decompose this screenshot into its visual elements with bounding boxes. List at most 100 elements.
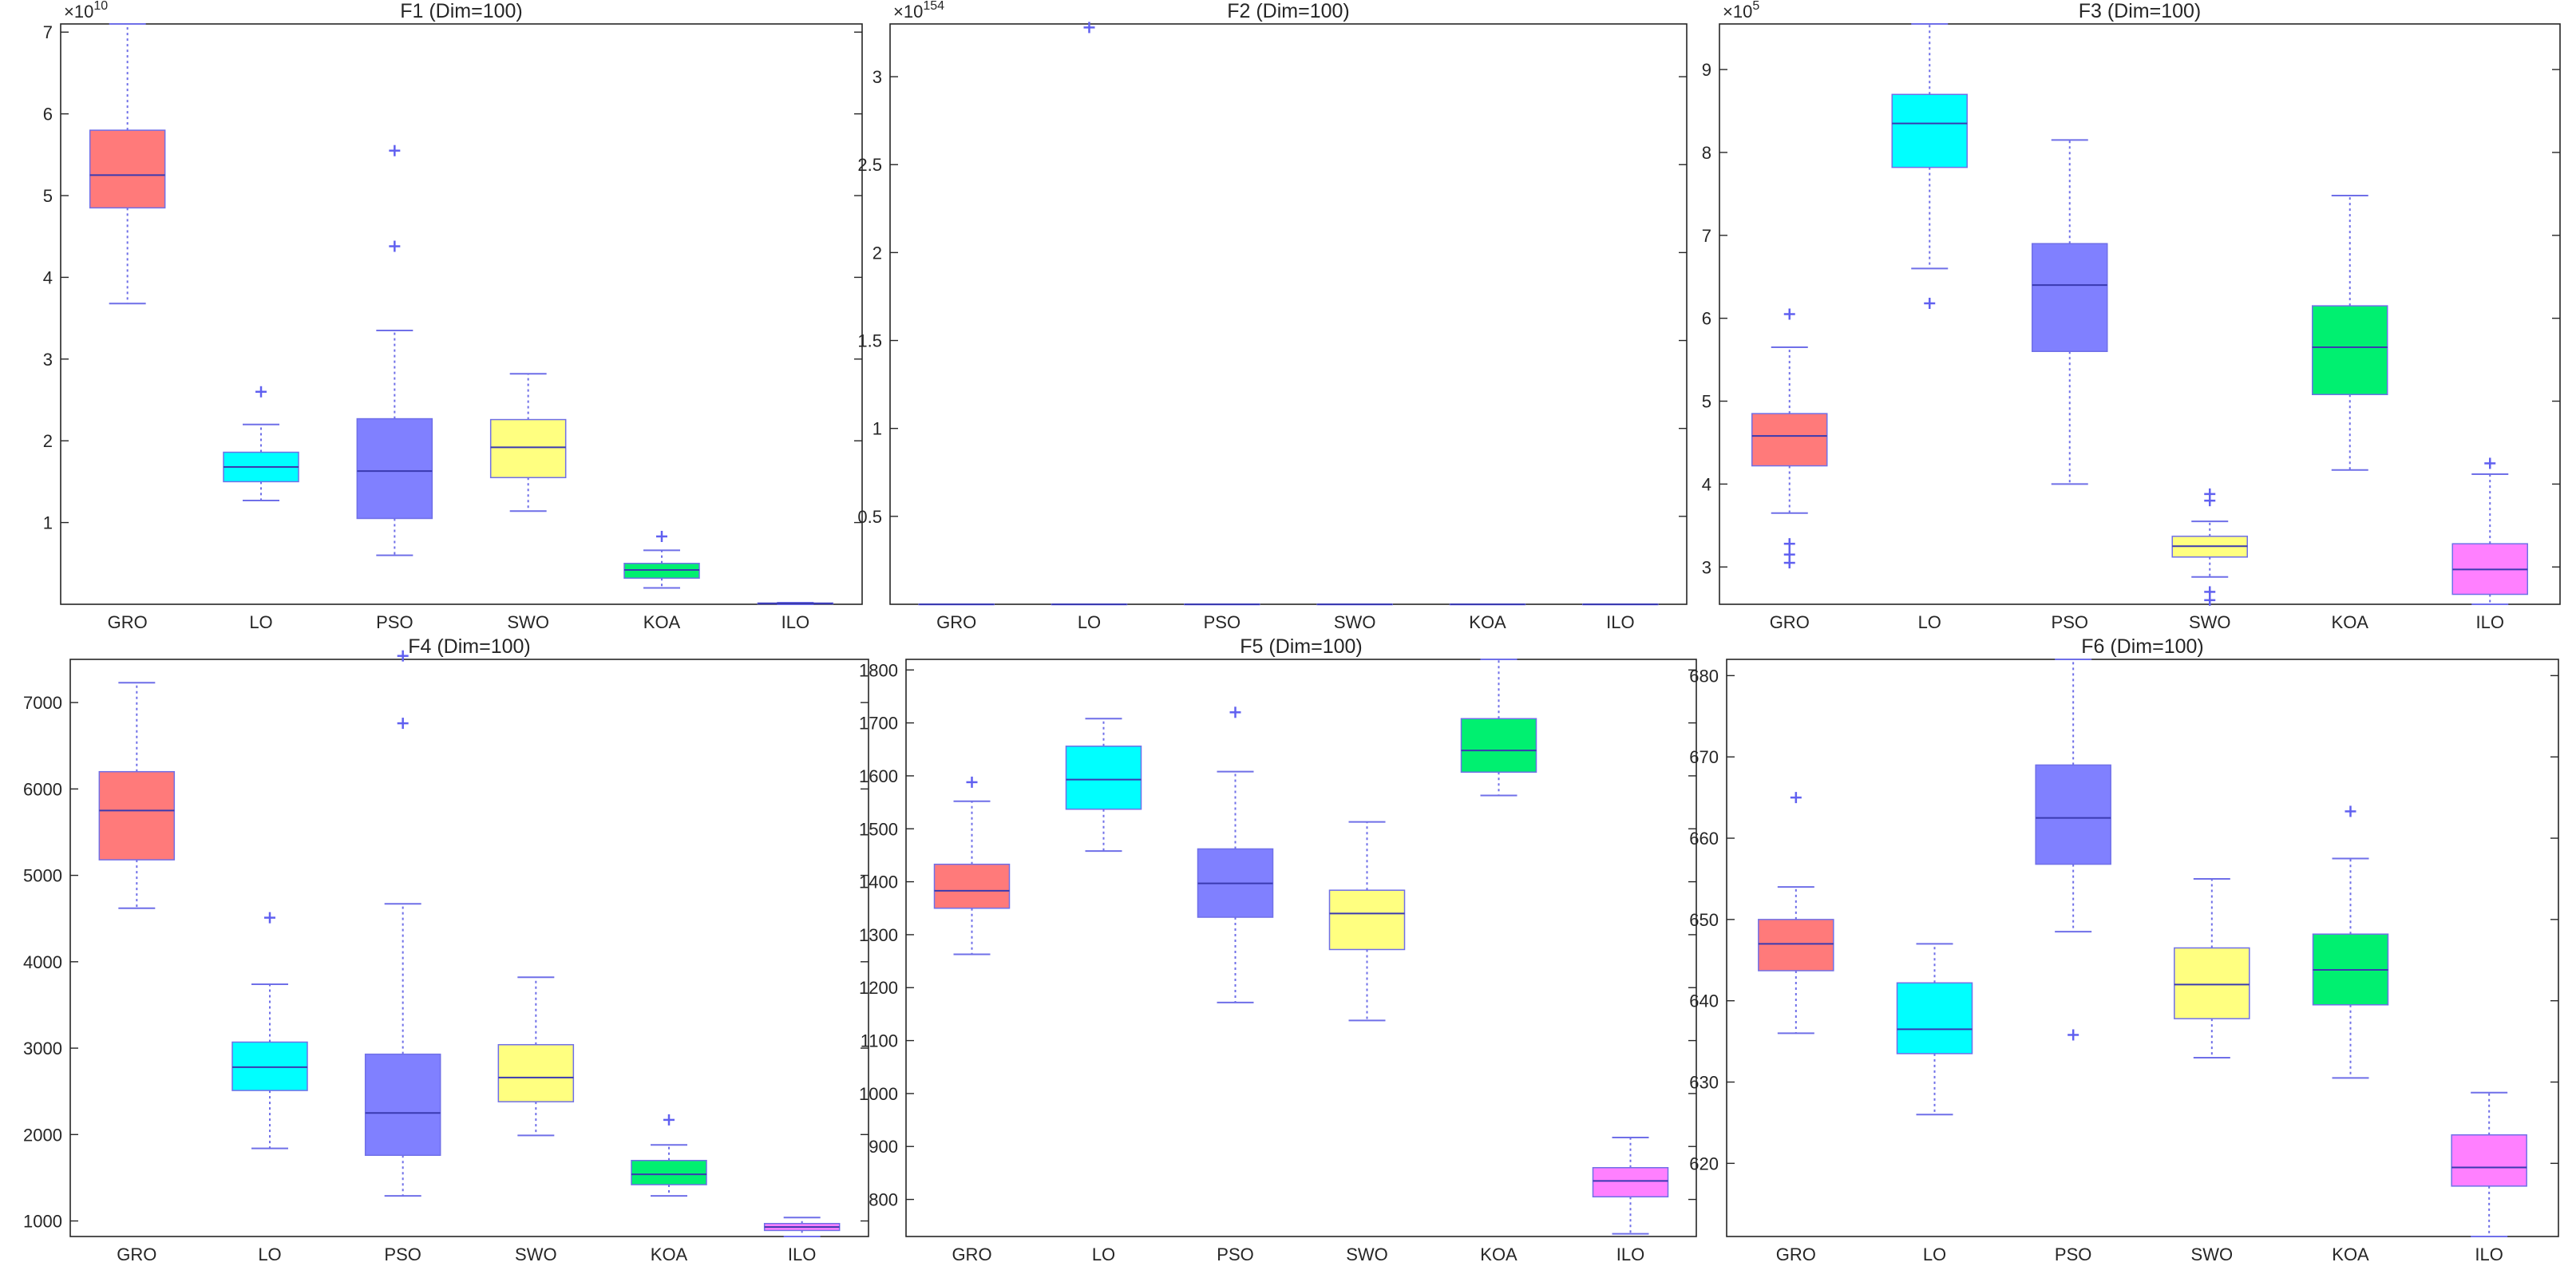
outlier-marker <box>663 1114 675 1126</box>
y-tick-label: 9 <box>1702 60 1711 80</box>
outlier-marker <box>2345 805 2356 817</box>
x-tick-label: GRO <box>108 612 148 632</box>
y-tick-label: 1600 <box>859 766 898 786</box>
y-tick-label: 6 <box>1702 309 1711 329</box>
box-gro <box>98 682 176 909</box>
x-tick-label: ILO <box>1606 612 1634 632</box>
x-tick-label: LO <box>258 1244 281 1264</box>
box-lo <box>1051 22 1128 606</box>
panel-title: F1 (Dim=100) <box>400 0 523 22</box>
y-tick-label: 7000 <box>23 693 62 713</box>
box-swo <box>2174 877 2250 1058</box>
box-body <box>1592 1167 1669 1198</box>
box-koa <box>631 1114 707 1197</box>
box-body <box>489 418 567 479</box>
box-ilo <box>1582 603 1659 606</box>
box-body <box>364 1053 441 1157</box>
y-tick-label: 1400 <box>859 872 898 892</box>
box-body <box>933 863 1011 909</box>
axes-frame <box>905 659 1697 1237</box>
box-koa <box>2312 805 2389 1079</box>
box-ilo <box>757 601 834 605</box>
y-tick-label: 1 <box>43 513 53 533</box>
box-pso <box>356 144 433 556</box>
y-tick-label: 630 <box>1689 1073 1719 1093</box>
y-tick-label: 670 <box>1689 747 1719 767</box>
x-tick-label: SWO <box>515 1244 557 1264</box>
y-tick-label: 1.5 <box>857 331 882 351</box>
box-body <box>631 1160 707 1185</box>
box-ilo <box>2451 1091 2527 1237</box>
box-swo <box>1316 603 1393 606</box>
y-tick-label: 5 <box>1702 392 1711 412</box>
x-tick-label: PSO <box>376 612 413 632</box>
box-lo <box>1896 943 1973 1116</box>
y-tick-label: 0.5 <box>857 507 882 527</box>
panel-f2: F2 (Dim=100) ×10154 0.5 1 1.5 2 2.5 3 GRO LO PSO… <box>857 0 1688 632</box>
x-tick-label: PSO <box>384 1244 421 1264</box>
box-ilo <box>763 1217 841 1237</box>
axis-exponent-label: ×10154 <box>893 0 944 22</box>
box-body <box>497 1043 575 1102</box>
panel-f5: F5 (Dim=100) 800 900 1000 1100 1200 1300 1400 1… <box>859 635 1697 1264</box>
y-tick-label: 1000 <box>23 1212 62 1232</box>
y-tick-label: 2.5 <box>857 155 882 175</box>
outlier-marker <box>389 240 401 252</box>
x-tick-label: KOA <box>643 612 681 632</box>
outlier-marker <box>1783 538 1795 550</box>
outlier-marker <box>966 776 978 788</box>
box-swo <box>489 373 567 512</box>
outlier-marker <box>1924 297 1936 309</box>
y-tick-label: 900 <box>869 1137 898 1157</box>
axis-exponent-label: ×105 <box>1723 0 1759 22</box>
y-tick-label: 2000 <box>23 1125 62 1145</box>
outlier-marker <box>389 144 401 156</box>
x-tick-label: KOA <box>2332 612 2369 632</box>
box-pso <box>364 650 441 1197</box>
box-gro <box>1751 308 1828 569</box>
box-body <box>231 1041 308 1091</box>
y-tick-label: 640 <box>1689 991 1719 1011</box>
y-tick-label: 4000 <box>23 952 62 972</box>
box-body <box>2312 305 2388 395</box>
x-tick-label: PSO <box>2055 1244 2091 1264</box>
x-tick-label: PSO <box>1204 612 1241 632</box>
y-tick-label: 620 <box>1689 1153 1719 1173</box>
y-tick-label: 3 <box>873 67 882 87</box>
x-tick-label: GRO <box>117 1244 156 1264</box>
y-tick-label: 6 <box>43 105 53 125</box>
y-tick-label: 5 <box>43 186 53 206</box>
axes-frame <box>1726 659 2559 1237</box>
box-gro <box>89 23 166 305</box>
x-tick-label: LO <box>249 612 272 632</box>
box-gro <box>933 776 1011 956</box>
outlier-marker <box>2204 586 2216 598</box>
box-pso <box>2035 659 2111 1041</box>
box-lo <box>231 912 308 1149</box>
y-tick-label: 2 <box>43 431 53 451</box>
y-tick-label: 8 <box>1702 143 1711 163</box>
box-swo <box>497 976 575 1137</box>
x-tick-label: LO <box>1923 1244 1946 1264</box>
y-tick-label: 3000 <box>23 1039 62 1058</box>
y-tick-label: 1800 <box>859 660 898 680</box>
panel-f4: F4 (Dim=100) 1000 2000 3000 4000 5000 6000 700… <box>23 635 869 1264</box>
y-tick-label: 6000 <box>23 779 62 799</box>
box-lo <box>1891 23 1968 309</box>
panel-title: F4 (Dim=100) <box>408 635 531 658</box>
y-tick-label: 4 <box>43 267 53 287</box>
box-koa <box>2312 194 2388 471</box>
panel-title: F2 (Dim=100) <box>1227 0 1350 22</box>
y-tick-label: 3 <box>43 350 53 370</box>
box-body <box>1751 413 1828 467</box>
x-tick-label: SWO <box>1334 612 1376 632</box>
y-tick-label: 680 <box>1689 666 1719 686</box>
box-ilo <box>2451 457 2528 605</box>
outlier-marker <box>2484 457 2496 469</box>
box-gro <box>918 603 995 606</box>
axis-exponent-label: ×1010 <box>64 0 108 22</box>
box-pso <box>2032 139 2108 485</box>
outlier-marker <box>1783 548 1795 560</box>
y-tick-label: 800 <box>869 1190 898 1210</box>
box-body <box>89 129 166 209</box>
